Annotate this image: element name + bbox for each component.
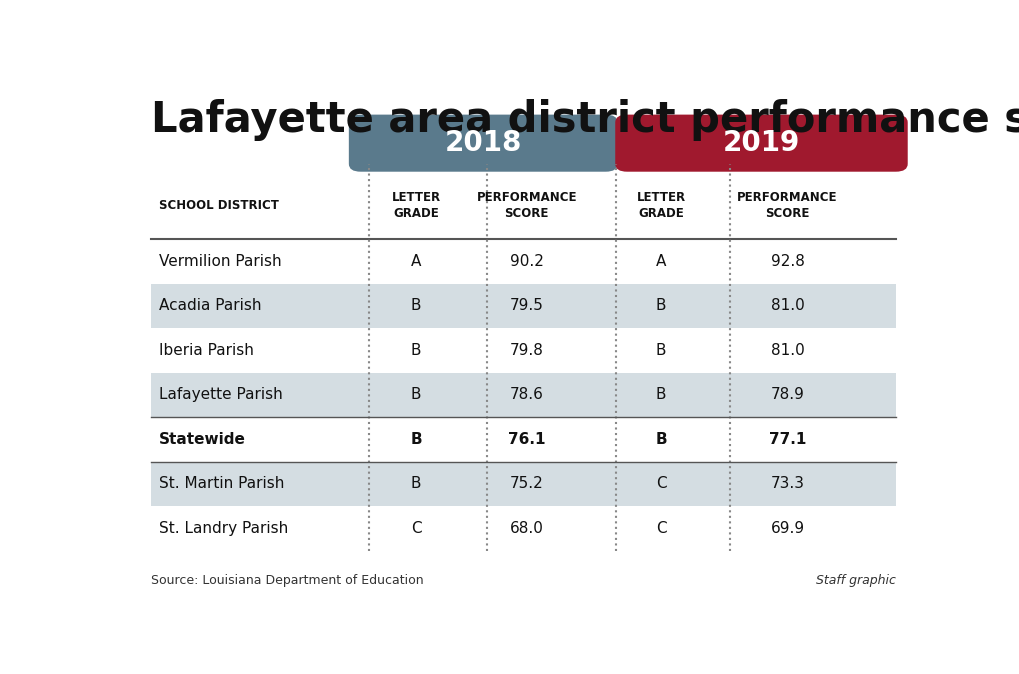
Text: 2019: 2019 [722, 129, 799, 157]
Text: St. Landry Parish: St. Landry Parish [159, 521, 288, 536]
Text: B: B [655, 343, 665, 358]
Text: 81.0: 81.0 [770, 343, 804, 358]
Text: 2018: 2018 [444, 129, 522, 157]
Text: 68.0: 68.0 [510, 521, 543, 536]
Text: Vermilion Parish: Vermilion Parish [159, 254, 281, 269]
Text: PERFORMANCE
SCORE: PERFORMANCE SCORE [476, 191, 577, 220]
Text: Iberia Parish: Iberia Parish [159, 343, 254, 358]
Text: 92.8: 92.8 [770, 254, 804, 269]
Text: A: A [655, 254, 665, 269]
Text: B: B [411, 388, 421, 402]
Text: 69.9: 69.9 [769, 521, 804, 536]
Bar [151, 373, 895, 417]
Text: LETTER
GRADE: LETTER GRADE [391, 191, 440, 220]
Text: 76.1: 76.1 [507, 432, 545, 447]
Text: Statewide: Statewide [159, 432, 246, 447]
Text: Lafayette Parish: Lafayette Parish [159, 388, 282, 402]
Text: B: B [411, 343, 421, 358]
Text: B: B [655, 299, 665, 313]
Text: B: B [411, 299, 421, 313]
FancyBboxPatch shape [348, 115, 616, 172]
Text: 77.1: 77.1 [768, 432, 805, 447]
Text: 73.3: 73.3 [769, 477, 804, 491]
Text: A: A [411, 254, 421, 269]
Text: 78.6: 78.6 [510, 388, 543, 402]
FancyBboxPatch shape [614, 115, 907, 172]
Text: St. Martin Parish: St. Martin Parish [159, 477, 284, 491]
Text: B: B [654, 432, 666, 447]
Text: 78.9: 78.9 [770, 388, 804, 402]
Text: PERFORMANCE
SCORE: PERFORMANCE SCORE [737, 191, 837, 220]
Bar [151, 462, 895, 506]
Text: C: C [655, 477, 665, 491]
Text: C: C [411, 521, 421, 536]
Text: 81.0: 81.0 [770, 299, 804, 313]
Text: Source: Louisiana Department of Education: Source: Louisiana Department of Educatio… [151, 574, 424, 587]
Text: B: B [655, 388, 665, 402]
Bar [151, 284, 895, 328]
Text: B: B [411, 477, 421, 491]
Text: Lafayette area district performance scores: Lafayette area district performance scor… [151, 99, 1019, 141]
Text: C: C [655, 521, 665, 536]
Text: Staff graphic: Staff graphic [815, 574, 895, 587]
Text: B: B [410, 432, 422, 447]
Text: 75.2: 75.2 [510, 477, 543, 491]
Text: Acadia Parish: Acadia Parish [159, 299, 261, 313]
Text: LETTER
GRADE: LETTER GRADE [636, 191, 685, 220]
Text: 79.5: 79.5 [510, 299, 543, 313]
Text: 90.2: 90.2 [510, 254, 543, 269]
Text: SCHOOL DISTRICT: SCHOOL DISTRICT [159, 199, 279, 212]
Text: 79.8: 79.8 [510, 343, 543, 358]
